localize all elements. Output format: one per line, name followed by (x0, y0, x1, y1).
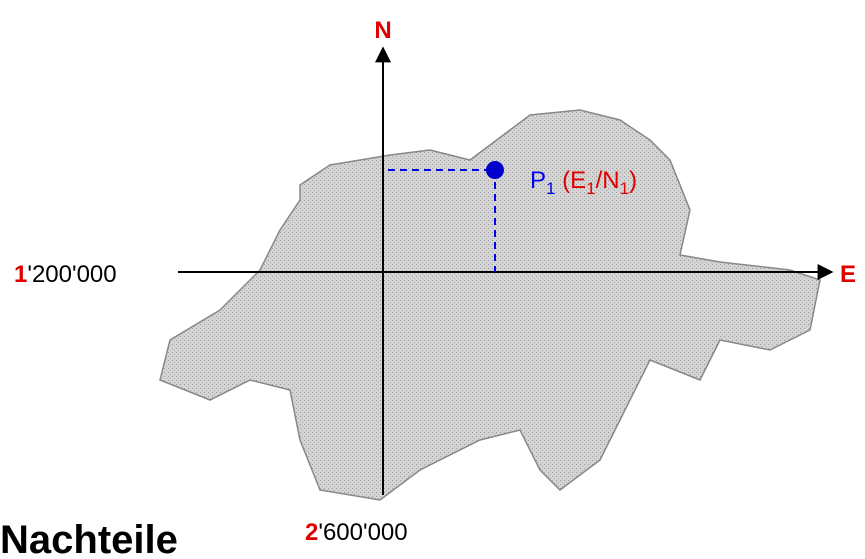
sub: 1 (620, 179, 629, 198)
zone: 2 (305, 519, 318, 546)
zone: 1 (14, 261, 27, 288)
point-sub: 1 (546, 179, 555, 198)
text: (E (555, 167, 586, 194)
point-marker (486, 161, 504, 179)
east-origin: 2'600'000 (305, 519, 408, 546)
value: '200'000 (27, 261, 116, 288)
text: /N (596, 167, 620, 194)
sub: 1 (586, 179, 595, 198)
text: ) (629, 167, 637, 194)
east-label: E (840, 261, 856, 288)
coordinate-diagram: N E 1'200'000 2'600'000 P1 (E1/N1) Nacht… (0, 0, 865, 559)
north-origin: 1'200'000 (14, 261, 117, 288)
value: '600'000 (318, 519, 407, 546)
north-label: N (374, 17, 391, 44)
point-name: P (530, 167, 546, 194)
heading: Nachteile (0, 518, 178, 559)
